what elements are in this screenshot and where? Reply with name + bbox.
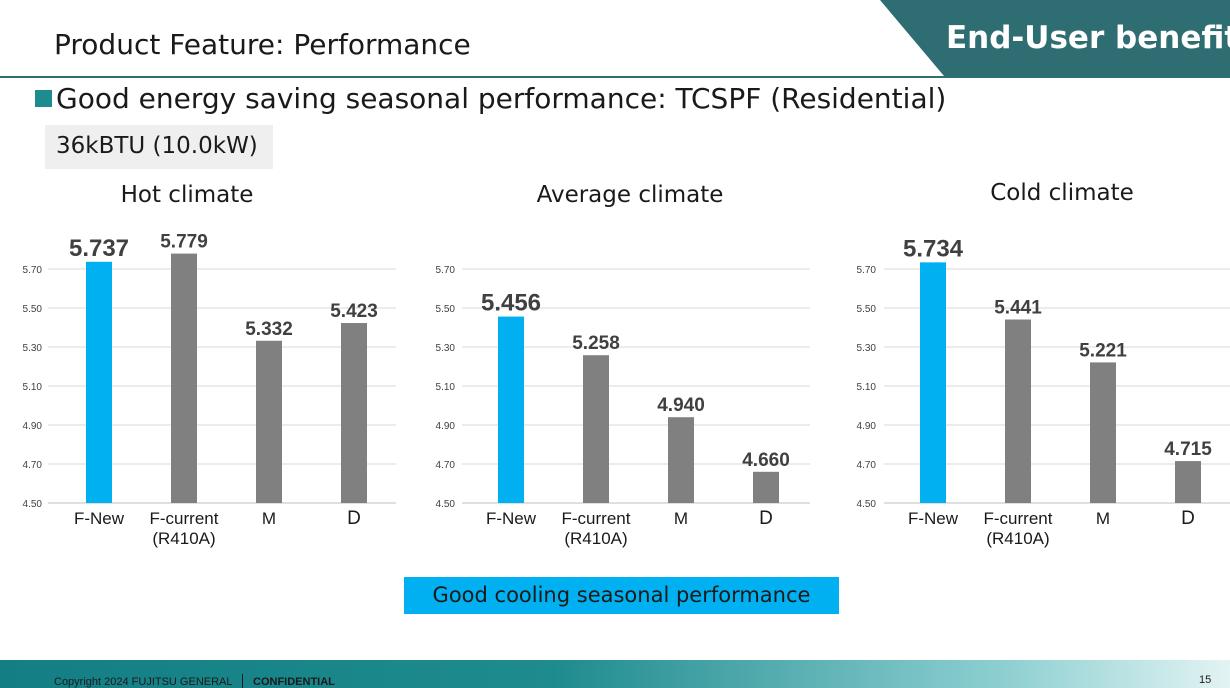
cold-y-tick-label: 5.50 [857,304,877,315]
chart-title-average: Average climate [536,182,724,208]
average-category-label-2: M [674,509,688,528]
cold-category-label-3: D [1181,508,1195,529]
average-data-label-0: 5.456 [481,290,541,317]
average-y-tick-label: 4.90 [436,421,456,432]
cold-y-tick-label: 5.30 [857,343,877,354]
hot-y-tick-label: 5.50 [23,304,43,315]
hot-category-label-1: F-current [150,509,219,528]
cold-y-tick-label: 5.70 [857,265,877,276]
average-category-label-1: (R410A) [564,529,627,548]
average-y-tick-label: 4.70 [436,460,456,471]
hot-data-label-1: 5.779 [160,232,208,253]
hot-bar-1 [171,253,197,503]
hot-category-label-0: F-New [74,509,125,528]
hot-bar-3 [341,323,367,503]
copyright: Copyright 2024 FUJITSU GENERAL [54,676,233,688]
chart-title-hot: Hot climate [120,182,254,208]
hot-bar-2 [256,340,282,503]
average-y-tick-label: 5.50 [436,304,456,315]
average-bar-3 [753,471,779,503]
cold-y-tick-label: 5.10 [857,382,877,393]
confidential-label: CONFIDENTIAL [253,676,335,688]
cold-data-label-1: 5.441 [994,298,1042,319]
cold-y-tick-label: 4.50 [857,499,877,510]
hot-category-label-2: M [262,509,276,528]
cold-y-tick-label: 4.70 [857,460,877,471]
capacity-box: 36kBTU (10.0kW) [45,125,273,169]
cold-category-label-0: F-New [908,509,959,528]
page-number: 15 [1199,674,1212,686]
bullet-square-icon [35,90,52,107]
hot-y-tick-label: 5.70 [23,265,43,276]
average-data-label-3: 4.660 [742,450,790,471]
average-y-tick-label: 5.30 [436,343,456,354]
hot-category-label-1: (R410A) [152,529,215,548]
hot-data-label-3: 5.423 [330,301,378,322]
cold-bar-3 [1175,461,1201,503]
cold-category-label-1: (R410A) [986,529,1049,548]
average-bar-2 [668,417,694,503]
page-title: Product Feature: Performance [54,28,471,61]
capacity-label: 36kBTU (10.0kW) [56,133,258,159]
footer-bar [0,660,1230,688]
average-y-tick-label: 5.10 [436,382,456,393]
hot-y-tick-label: 5.10 [23,382,43,393]
average-category-label-0: F-New [486,509,537,528]
cold-bar-0 [920,262,946,503]
headline: Good energy saving seasonal performance:… [56,82,947,115]
cold-data-label-0: 5.734 [903,235,964,262]
chart-title-cold: Cold climate [990,180,1134,206]
average-y-tick-label: 5.70 [436,265,456,276]
hot-category-label-3: D [347,508,361,529]
cold-y-tick-label: 4.90 [857,421,877,432]
badge-shape [880,0,1230,76]
cold-data-label-3: 4.715 [1164,439,1212,460]
average-bar-0 [498,316,524,503]
badge-label: End-User benefits [946,20,1230,56]
cold-bar-1 [1005,319,1031,503]
cold-category-label-1: F-current [984,509,1053,528]
average-category-label-3: D [759,508,773,529]
hot-data-label-0: 5.737 [69,235,129,262]
average-data-label-2: 4.940 [657,395,705,416]
callout-box: Good cooling seasonal performance [404,577,839,614]
title-divider [0,76,1230,78]
average-bar-1 [583,355,609,503]
average-category-label-1: F-current [562,509,631,528]
hot-bar-0 [86,261,112,503]
hot-y-tick-label: 4.50 [23,499,43,510]
hot-y-tick-label: 4.90 [23,421,43,432]
cold-data-label-2: 5.221 [1079,340,1127,361]
cold-bar-2 [1090,362,1116,503]
footer-separator [242,674,243,688]
average-data-label-1: 5.258 [572,333,620,354]
hot-y-tick-label: 5.30 [23,343,43,354]
average-y-tick-label: 4.50 [436,499,456,510]
section-badge: End-User benefits [880,0,1230,76]
cold-category-label-2: M [1096,509,1110,528]
hot-y-tick-label: 4.70 [23,460,43,471]
hot-data-label-2: 5.332 [245,319,293,340]
